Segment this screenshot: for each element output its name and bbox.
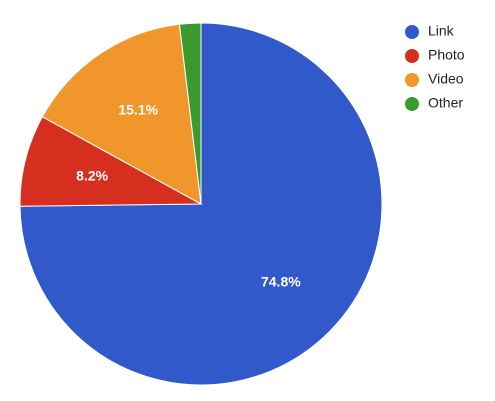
slice-label: 74.8% (261, 274, 301, 290)
pie-slice (178, 22, 202, 205)
legend-marker (405, 25, 419, 39)
legend-marker (405, 73, 419, 87)
pie-slice (19, 22, 383, 386)
legend-text: Photo (428, 47, 465, 63)
legend-text: Other (428, 95, 463, 111)
pie-slice (19, 116, 203, 207)
legend-marker (405, 49, 419, 63)
legend-marker (405, 97, 419, 111)
slice-label: 15.1% (118, 102, 158, 118)
pie-slice (41, 23, 202, 205)
legend-text: Video (428, 71, 464, 87)
legend-text: Link (428, 23, 455, 39)
slice-label: 8.2% (76, 167, 108, 183)
